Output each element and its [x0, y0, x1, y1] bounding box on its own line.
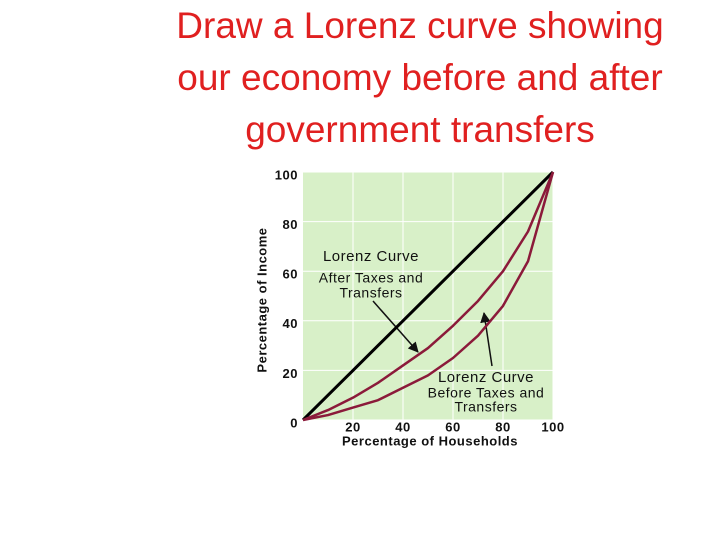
annotation: After Taxes and — [319, 270, 424, 286]
annotation: Transfers — [339, 285, 402, 301]
annotation: Lorenz Curve — [323, 248, 419, 265]
y-tick-label: 100 — [275, 167, 298, 182]
annotation: Transfers — [454, 399, 517, 415]
y-axis-label: Percentage of Income — [254, 227, 269, 372]
y-tick-label: 80 — [283, 217, 298, 232]
title-line: our economy before and after — [177, 57, 663, 98]
y-tick-label: 0 — [290, 415, 298, 430]
x-tick-label: 80 — [495, 419, 510, 434]
y-tick-label: 20 — [283, 366, 298, 381]
y-tick-label: 60 — [283, 267, 298, 282]
title-line: Draw a Lorenz curve showing — [176, 5, 664, 46]
annotation: Lorenz Curve — [438, 369, 534, 386]
x-tick-label: 100 — [541, 419, 564, 434]
title-line: government transfers — [245, 109, 595, 150]
y-tick-label: 40 — [283, 316, 298, 331]
x-tick-label: 40 — [395, 419, 410, 434]
title: Draw a Lorenz curve showing our economy … — [100, 0, 720, 156]
x-axis-label: Percentage of Households — [342, 433, 518, 448]
series-line — [302, 171, 555, 422]
arrow — [480, 311, 493, 367]
series-line — [301, 170, 555, 422]
x-tick-label: 20 — [345, 419, 360, 434]
x-tick-label: 60 — [445, 419, 460, 434]
series-line — [302, 171, 555, 422]
annotation: Before Taxes and — [428, 385, 545, 401]
